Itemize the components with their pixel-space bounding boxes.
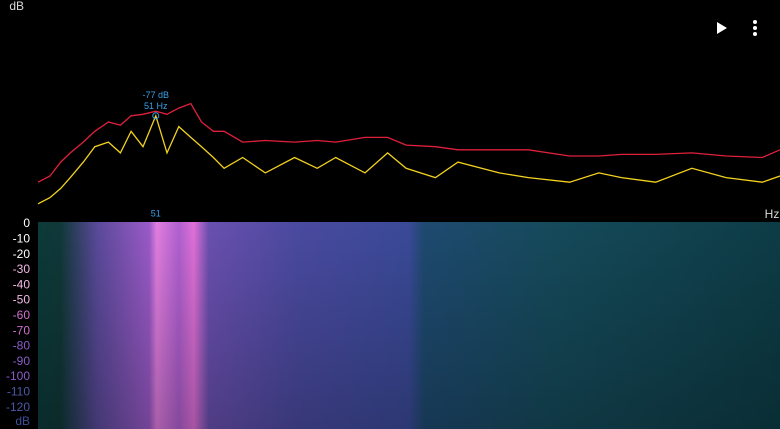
menu-button[interactable] — [753, 20, 757, 36]
y-tick-label: -120 — [6, 400, 30, 414]
y-tick-label: -10 — [13, 231, 31, 245]
y-tick-label: -90 — [13, 354, 31, 368]
y-tick-label: 0 — [23, 216, 30, 230]
y-tick-label: -60 — [13, 308, 31, 322]
spectrum-line — [37, 113, 780, 205]
peak-frequency-label: 51 Hz — [144, 101, 168, 111]
spectrum-line — [37, 102, 780, 183]
y-tick-label: -40 — [13, 277, 31, 291]
peak-axis-label: 51 — [151, 208, 161, 218]
spectrogram-shade — [38, 222, 780, 429]
peak-value-label: -77 dB — [142, 90, 169, 100]
y-tick-label: -70 — [13, 323, 31, 337]
y-tick-label: -50 — [13, 293, 31, 307]
play-button[interactable] — [717, 22, 727, 34]
x-axis-unit: Hz — [765, 207, 780, 221]
y-tick-label: -20 — [13, 247, 31, 261]
y-tick-label: -30 — [13, 262, 31, 276]
peak-marker — [152, 112, 160, 120]
spectrogram-unit: dB — [15, 414, 30, 428]
y-tick-label: -80 — [13, 339, 31, 353]
y-tick-label: -110 — [7, 384, 30, 398]
y-tick-label: -100 — [6, 369, 30, 383]
y-axis-unit: dB — [9, 0, 24, 13]
